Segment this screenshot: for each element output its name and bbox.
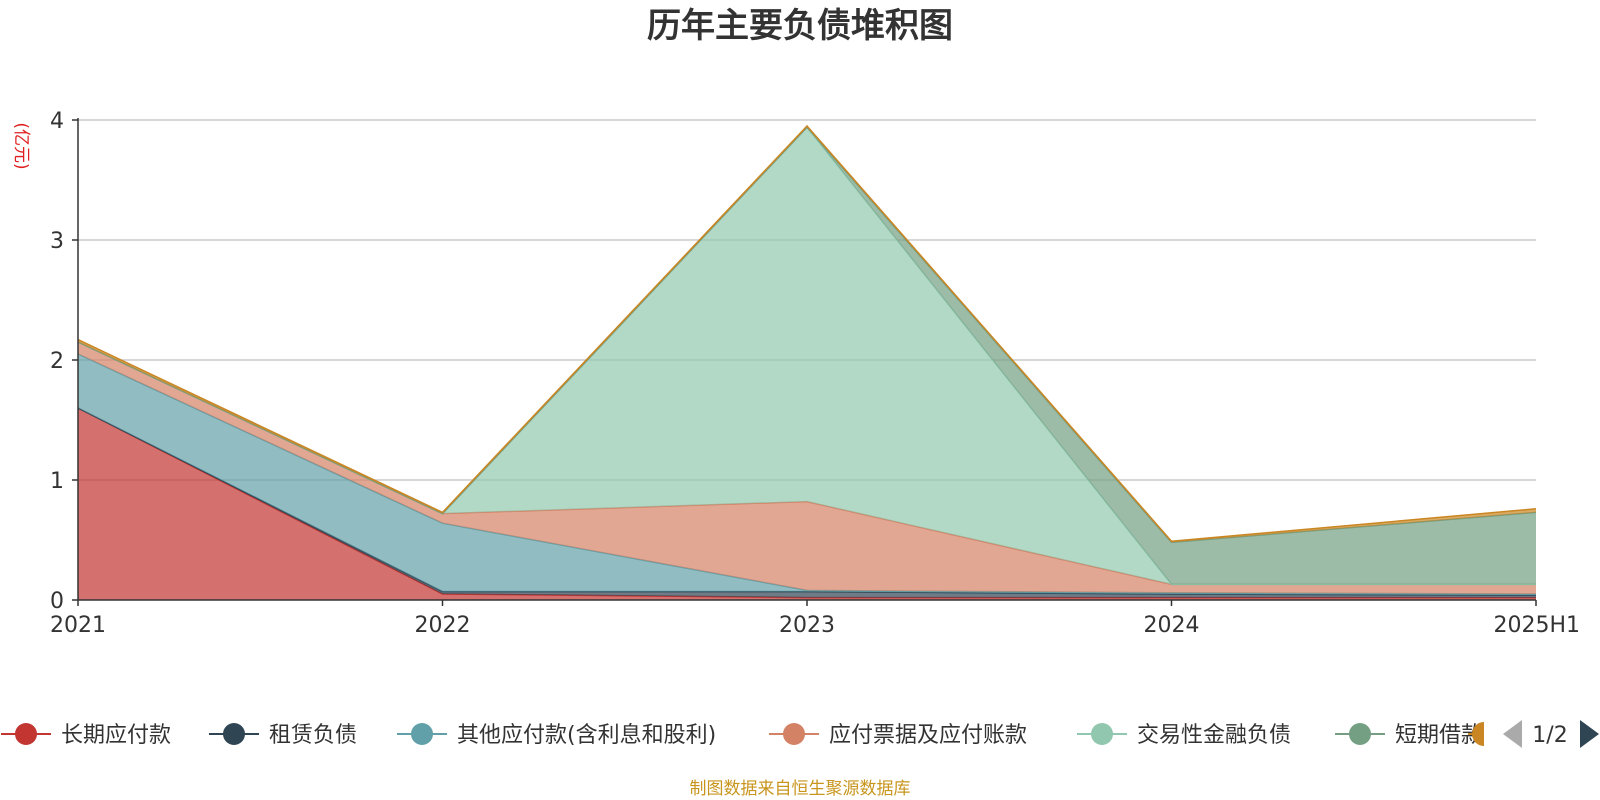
series-line-6: [77, 124, 1537, 542]
series-area-3: [78, 342, 1536, 594]
y-tick-label-4: 4: [50, 109, 64, 134]
legend-label-3[interactable]: 应付票据及应付账款: [829, 723, 1027, 748]
legend-label-4[interactable]: 交易性金融负债: [1137, 723, 1291, 748]
legend-pager: 1/2: [1503, 720, 1599, 748]
y-tick-label-1: 1: [50, 469, 64, 494]
x-tick-label-4: 2025H1: [1493, 613, 1580, 638]
legend-marker-6[interactable]: [1472, 722, 1484, 746]
legend-marker-2[interactable]: [411, 723, 433, 745]
chart-title: 历年主要负债堆积图: [647, 6, 953, 46]
x-tick-label-3: 2024: [1144, 613, 1200, 638]
legend-prev-page-icon[interactable]: [1503, 720, 1522, 748]
legend-next-page-icon[interactable]: [1580, 720, 1599, 748]
legend-label-2[interactable]: 其他应付款(含利息和股利): [457, 723, 716, 748]
legend-marker-4[interactable]: [1091, 723, 1113, 745]
legend-marker-1[interactable]: [223, 723, 245, 745]
y-tick-label-3: 3: [50, 229, 64, 254]
x-tick-label-0: 2021: [50, 613, 106, 638]
y-tick-label-2: 2: [50, 349, 64, 374]
legend-label-0[interactable]: 长期应付款: [61, 723, 171, 748]
data-source-note: 制图数据来自恒生聚源数据库: [690, 779, 911, 799]
legend-marker-3[interactable]: [783, 723, 805, 745]
y-tick-label-0: 0: [50, 589, 64, 614]
x-tick-label-1: 2022: [415, 613, 471, 638]
series-areas: [77, 124, 1537, 600]
legend: 长期应付款 租赁负债 其他应付款(含利息和股利) 应付票据及应付账款 交易性金融负债 短期…: [1, 722, 1484, 748]
legend-label-1[interactable]: 租赁负债: [269, 723, 357, 748]
x-tick-label-2: 2023: [779, 613, 835, 638]
series-area-4: [78, 127, 1536, 585]
legend-label-5[interactable]: 短期借款: [1395, 723, 1483, 748]
series-area-2: [78, 354, 1536, 596]
axes: 0 1 2 3 4 2021 2022 2023 2024 2025H1: [50, 109, 1580, 638]
legend-marker-0[interactable]: [15, 723, 37, 745]
legend-marker-5[interactable]: [1349, 723, 1371, 745]
legend-page-indicator: 1/2: [1532, 723, 1567, 748]
y-axis-unit: (亿元): [11, 122, 31, 169]
series-area-5: [78, 127, 1536, 585]
series-area-0: [78, 408, 1536, 600]
